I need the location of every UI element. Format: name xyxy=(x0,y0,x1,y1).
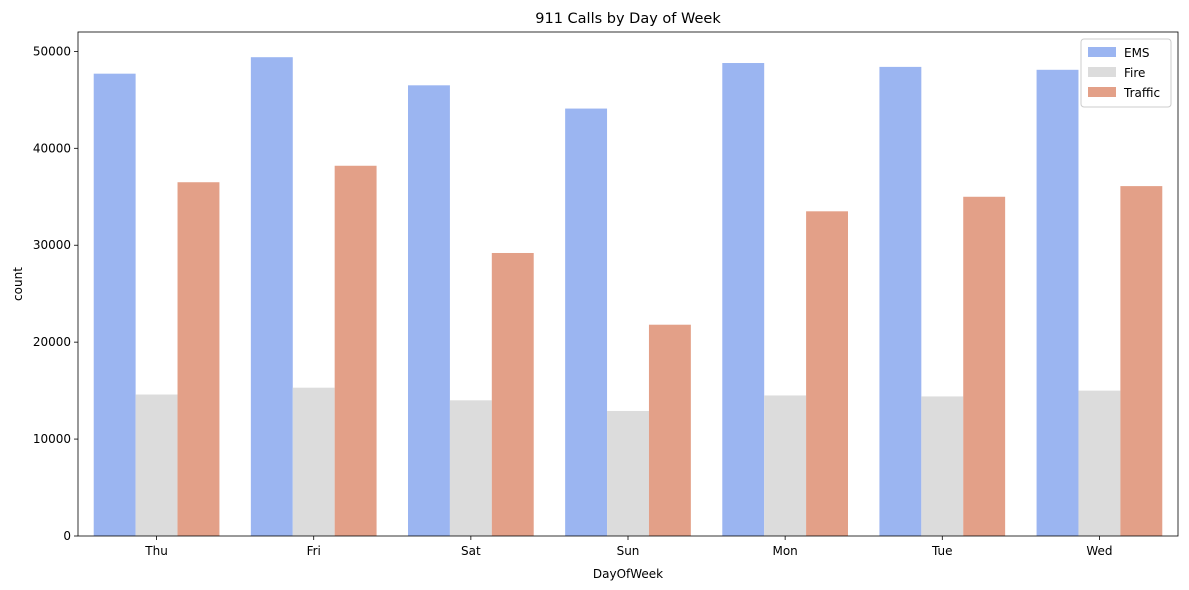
y-tick-label: 30000 xyxy=(33,238,71,252)
y-ticks: 0 10000 20000 30000 40000 50000 xyxy=(33,44,78,543)
x-tick-label: Sun xyxy=(617,544,640,558)
bar-fire-tue xyxy=(921,396,964,536)
legend-label-ems: EMS xyxy=(1124,46,1150,60)
x-axis-label: DayOfWeek xyxy=(593,567,663,581)
x-tick-label: Thu xyxy=(144,544,168,558)
legend-swatch-fire xyxy=(1088,67,1116,77)
bar-fire-fri xyxy=(292,387,335,536)
x-tick-label: Tue xyxy=(931,544,953,558)
bar-ems-tue xyxy=(879,66,922,537)
x-ticks: Thu Fri Sat Sun Mon Tue Wed xyxy=(144,536,1113,558)
bar-ems-fri xyxy=(250,57,293,536)
bar-traffic-thu xyxy=(177,182,220,536)
bar-traffic-wed xyxy=(1120,186,1163,536)
y-tick-label: 40000 xyxy=(33,141,71,155)
bar-traffic-tue xyxy=(963,196,1006,536)
bar-ems-mon xyxy=(722,63,765,537)
x-tick-label: Fri xyxy=(307,544,321,558)
bar-traffic-sat xyxy=(491,252,534,536)
bar-fire-mon xyxy=(764,395,807,536)
y-axis-label: count xyxy=(11,267,25,301)
x-tick-label: Wed xyxy=(1086,544,1112,558)
legend-swatch-ems xyxy=(1088,47,1116,57)
bar-fire-sat xyxy=(449,400,492,536)
bar-traffic-sun xyxy=(648,324,691,536)
y-tick-label: 50000 xyxy=(33,44,71,58)
bar-ems-wed xyxy=(1036,69,1079,537)
y-tick-label: 0 xyxy=(63,529,71,543)
legend-label-traffic: Traffic xyxy=(1123,86,1160,100)
bar-traffic-fri xyxy=(334,165,377,536)
x-tick-label: Mon xyxy=(772,544,797,558)
bar-fire-sun xyxy=(607,410,649,536)
bar-traffic-mon xyxy=(806,211,848,537)
y-tick-label: 20000 xyxy=(33,335,71,349)
bars-group xyxy=(93,57,1163,537)
bar-fire-wed xyxy=(1078,390,1121,536)
legend: EMS Fire Traffic xyxy=(1080,38,1172,108)
chart-title: 911 Calls by Day of Week xyxy=(535,11,721,27)
legend-label-fire: Fire xyxy=(1124,66,1145,80)
bar-ems-sun xyxy=(565,108,608,537)
bar-ems-sat xyxy=(408,85,450,537)
bar-fire-thu xyxy=(135,394,178,536)
x-tick-label: Sat xyxy=(461,544,481,558)
bar-ems-thu xyxy=(93,73,136,536)
legend-swatch-traffic xyxy=(1088,87,1116,97)
y-tick-label: 10000 xyxy=(33,432,71,446)
